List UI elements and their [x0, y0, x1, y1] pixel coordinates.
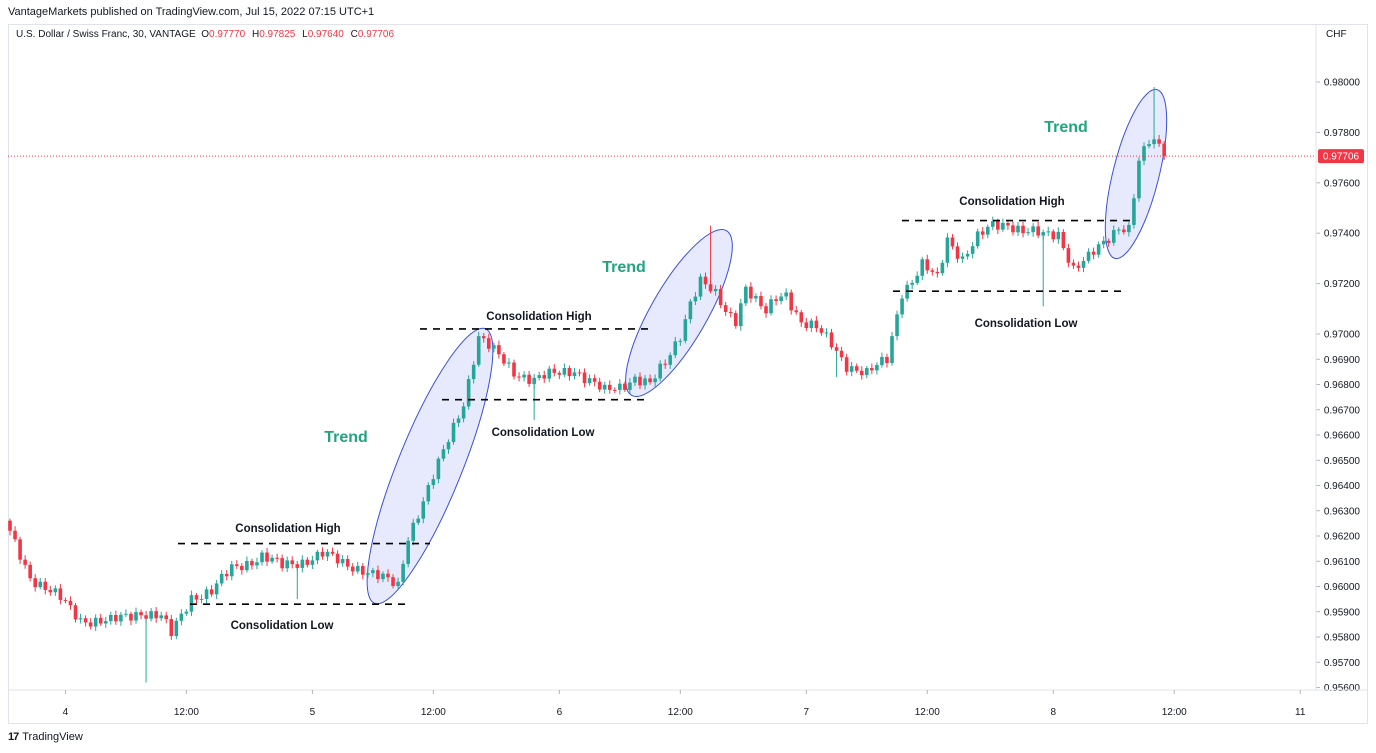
tradingview-logo-icon: 17	[8, 731, 19, 743]
chart-frame[interactable]	[8, 24, 1368, 724]
close-label: C	[350, 29, 358, 40]
symbol-legend[interactable]: U.S. Dollar / Swiss Franc, 30, VANTAGE O…	[16, 29, 398, 40]
low-value: 0.97640	[307, 29, 344, 40]
brand-name: TradingView	[22, 731, 83, 743]
high-label: H	[251, 29, 260, 40]
open-value: 0.97770	[209, 29, 246, 40]
symbol-name: U.S. Dollar / Swiss Franc, 30, VANTAGE	[16, 29, 196, 40]
open-label: O	[201, 29, 210, 40]
high-value: 0.97825	[259, 29, 296, 40]
footer-brand[interactable]: 17 TradingView	[8, 731, 83, 743]
axis-currency: CHF	[1326, 29, 1347, 40]
publisher-caption: VantageMarkets published on TradingView.…	[8, 6, 375, 18]
low-label: L	[302, 29, 308, 40]
close-value: 0.97706	[357, 29, 395, 40]
